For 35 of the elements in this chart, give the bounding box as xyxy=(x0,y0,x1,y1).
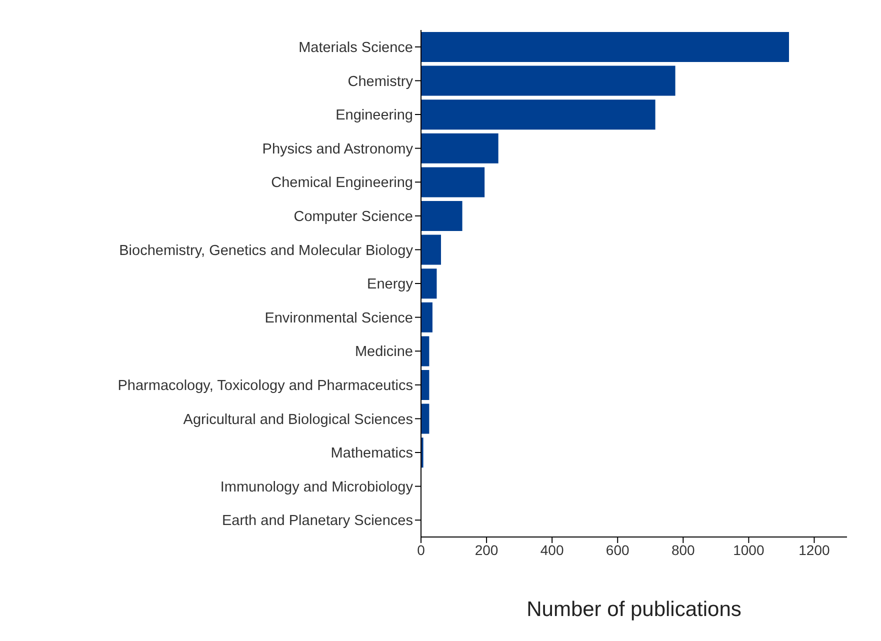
x-tick-label: 800 xyxy=(671,542,696,558)
y-tick-label: Immunology and Microbiology xyxy=(220,479,414,496)
bar xyxy=(421,167,485,198)
bar xyxy=(421,32,789,62)
y-tick-label: Engineering xyxy=(336,108,413,124)
bar xyxy=(421,370,430,400)
bar xyxy=(421,268,437,299)
x-tick-label: 1200 xyxy=(798,542,830,558)
x-tick-label: 200 xyxy=(474,542,498,558)
x-tick-label: 400 xyxy=(540,542,564,558)
y-tick-label: Biochemistry, Genetics and Molecular Biology xyxy=(119,242,414,259)
y-tick-label: Chemistry xyxy=(348,74,414,90)
y-tick-label: Materials Science xyxy=(298,40,413,56)
bar xyxy=(421,66,676,96)
bar xyxy=(421,336,430,366)
y-tick-label: Environmental Science xyxy=(264,310,413,326)
y-tick-label: Agricultural and Biological Sciences xyxy=(183,412,413,428)
bar xyxy=(421,201,462,231)
x-tick-label: 0 xyxy=(417,542,426,558)
bar xyxy=(421,234,441,265)
y-tick-label: Medicine xyxy=(354,344,413,360)
bar xyxy=(421,404,430,434)
x-axis-title: Number of publications xyxy=(526,598,742,621)
y-tick-label: Computer Science xyxy=(294,209,413,226)
bar xyxy=(421,100,656,130)
y-tick-label: Chemical Engineering xyxy=(271,175,413,192)
y-tick-label: Physics and Astronomy xyxy=(262,141,414,158)
y-tick-label: Mathematics xyxy=(330,446,413,462)
y-tick-label: Earth and Planetary Sciences xyxy=(222,513,413,530)
y-tick-label: Pharmacology, Toxicology and Pharmaceutics xyxy=(118,378,413,394)
bar xyxy=(421,133,498,164)
x-tick-label: 600 xyxy=(606,542,630,558)
y-tick-label: Energy xyxy=(367,276,414,293)
x-tick-label: 1000 xyxy=(733,542,764,558)
bar xyxy=(421,302,432,332)
